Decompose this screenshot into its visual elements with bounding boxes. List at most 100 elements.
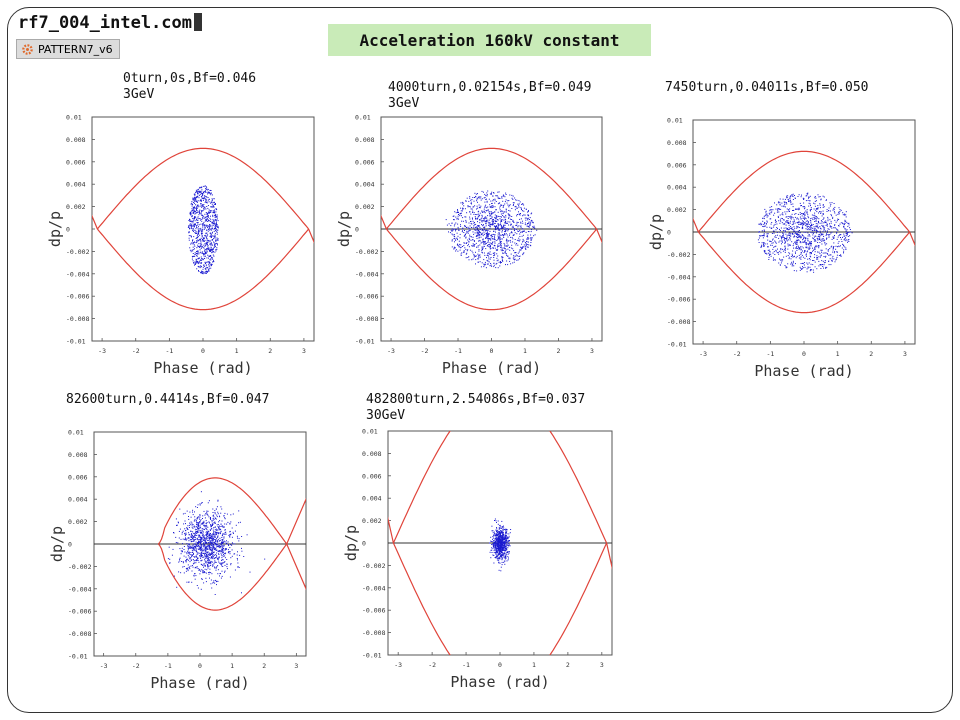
particle-point (785, 233, 787, 235)
particle-point (456, 237, 458, 239)
particle-point (200, 563, 202, 565)
particle-point (819, 222, 821, 224)
particle-point (221, 551, 223, 553)
particle-point (810, 220, 812, 222)
particle-point (203, 535, 205, 537)
particle-point (211, 227, 213, 229)
particle-point (782, 248, 784, 250)
particle-point (802, 217, 804, 219)
particle-point (205, 556, 207, 558)
particle-point (214, 539, 216, 540)
particle-point (215, 203, 216, 205)
particle-point (520, 246, 522, 248)
particle-point (835, 214, 837, 216)
particle-point (479, 207, 481, 209)
particle-point (222, 541, 224, 543)
particle-point (203, 244, 205, 246)
particle-point (519, 201, 521, 203)
particle-point (815, 235, 817, 237)
particle-point (196, 218, 197, 220)
particle-point (465, 236, 467, 238)
particle-point (219, 575, 220, 577)
particle-point (500, 224, 502, 226)
particle-point (499, 244, 501, 246)
particle-point (786, 237, 788, 239)
particle-point (191, 536, 193, 538)
particle-point (834, 212, 836, 214)
particle-point (763, 225, 765, 227)
y-tick-label: 0.01 (66, 114, 82, 122)
particle-point (517, 203, 519, 205)
particle-point (806, 212, 808, 213)
y-tick-label: -0.004 (362, 584, 386, 592)
particle-point (205, 549, 207, 551)
particle-point (848, 239, 850, 240)
particle-point (481, 249, 483, 251)
particle-point (498, 261, 500, 263)
particle-point (486, 254, 488, 256)
particle-point (816, 211, 818, 213)
particle-point (477, 234, 479, 236)
particle-point (815, 216, 817, 218)
particle-point (492, 218, 494, 220)
particle-point (208, 199, 209, 201)
particle-point (215, 240, 217, 242)
particle-point (215, 517, 216, 519)
particle-point (187, 537, 189, 539)
particle-point (814, 221, 816, 222)
particle-point (215, 533, 217, 535)
particle-point (480, 233, 482, 235)
particle-point (788, 252, 790, 254)
particle-point (215, 528, 217, 530)
particle-point (507, 255, 509, 257)
particle-point (801, 234, 803, 236)
particle-point (494, 218, 496, 220)
particle-point (210, 542, 212, 544)
particle-point (211, 526, 212, 528)
particle-point (182, 513, 184, 515)
file-title: rf7_004_intel.com (18, 13, 202, 33)
particle-point (204, 526, 206, 528)
particle-point (502, 256, 504, 258)
particle-point (498, 557, 500, 559)
particle-point (201, 239, 203, 241)
particle-point (774, 246, 776, 248)
particle-point (484, 221, 486, 223)
particle-point (467, 249, 469, 251)
particle-point (214, 548, 215, 550)
particle-point (803, 208, 805, 210)
particle-point (189, 558, 191, 560)
particle-point (495, 267, 497, 269)
particle-point (194, 223, 195, 225)
particle-point (822, 226, 824, 227)
y-tick-label: 0.008 (66, 136, 86, 144)
particle-point (207, 567, 209, 569)
particle-point (211, 556, 213, 558)
particle-point (196, 217, 198, 219)
particle-point (528, 225, 530, 227)
pattern-tab[interactable]: PATTERN7_v6 (16, 39, 120, 59)
particle-point (463, 242, 465, 244)
y-tick-label: -0.008 (667, 318, 691, 326)
particle-point (221, 537, 223, 538)
particle-point (206, 564, 208, 566)
particle-point (214, 251, 216, 253)
particle-point (775, 229, 777, 231)
particle-point (475, 259, 477, 261)
particle-point (198, 194, 200, 196)
particle-point (503, 247, 505, 249)
particle-point (202, 271, 204, 273)
particle-point (476, 234, 478, 236)
particle-point (193, 244, 195, 246)
particle-point (192, 551, 194, 553)
particle-point (830, 220, 832, 222)
particle-point (196, 237, 197, 239)
particle-point (198, 240, 199, 242)
particle-point (204, 235, 206, 237)
particle-point (467, 205, 469, 207)
particle-point (188, 552, 190, 554)
particle-point (469, 229, 471, 231)
particle-point (209, 547, 211, 549)
particle-point (212, 224, 214, 226)
particle-point (527, 231, 529, 232)
